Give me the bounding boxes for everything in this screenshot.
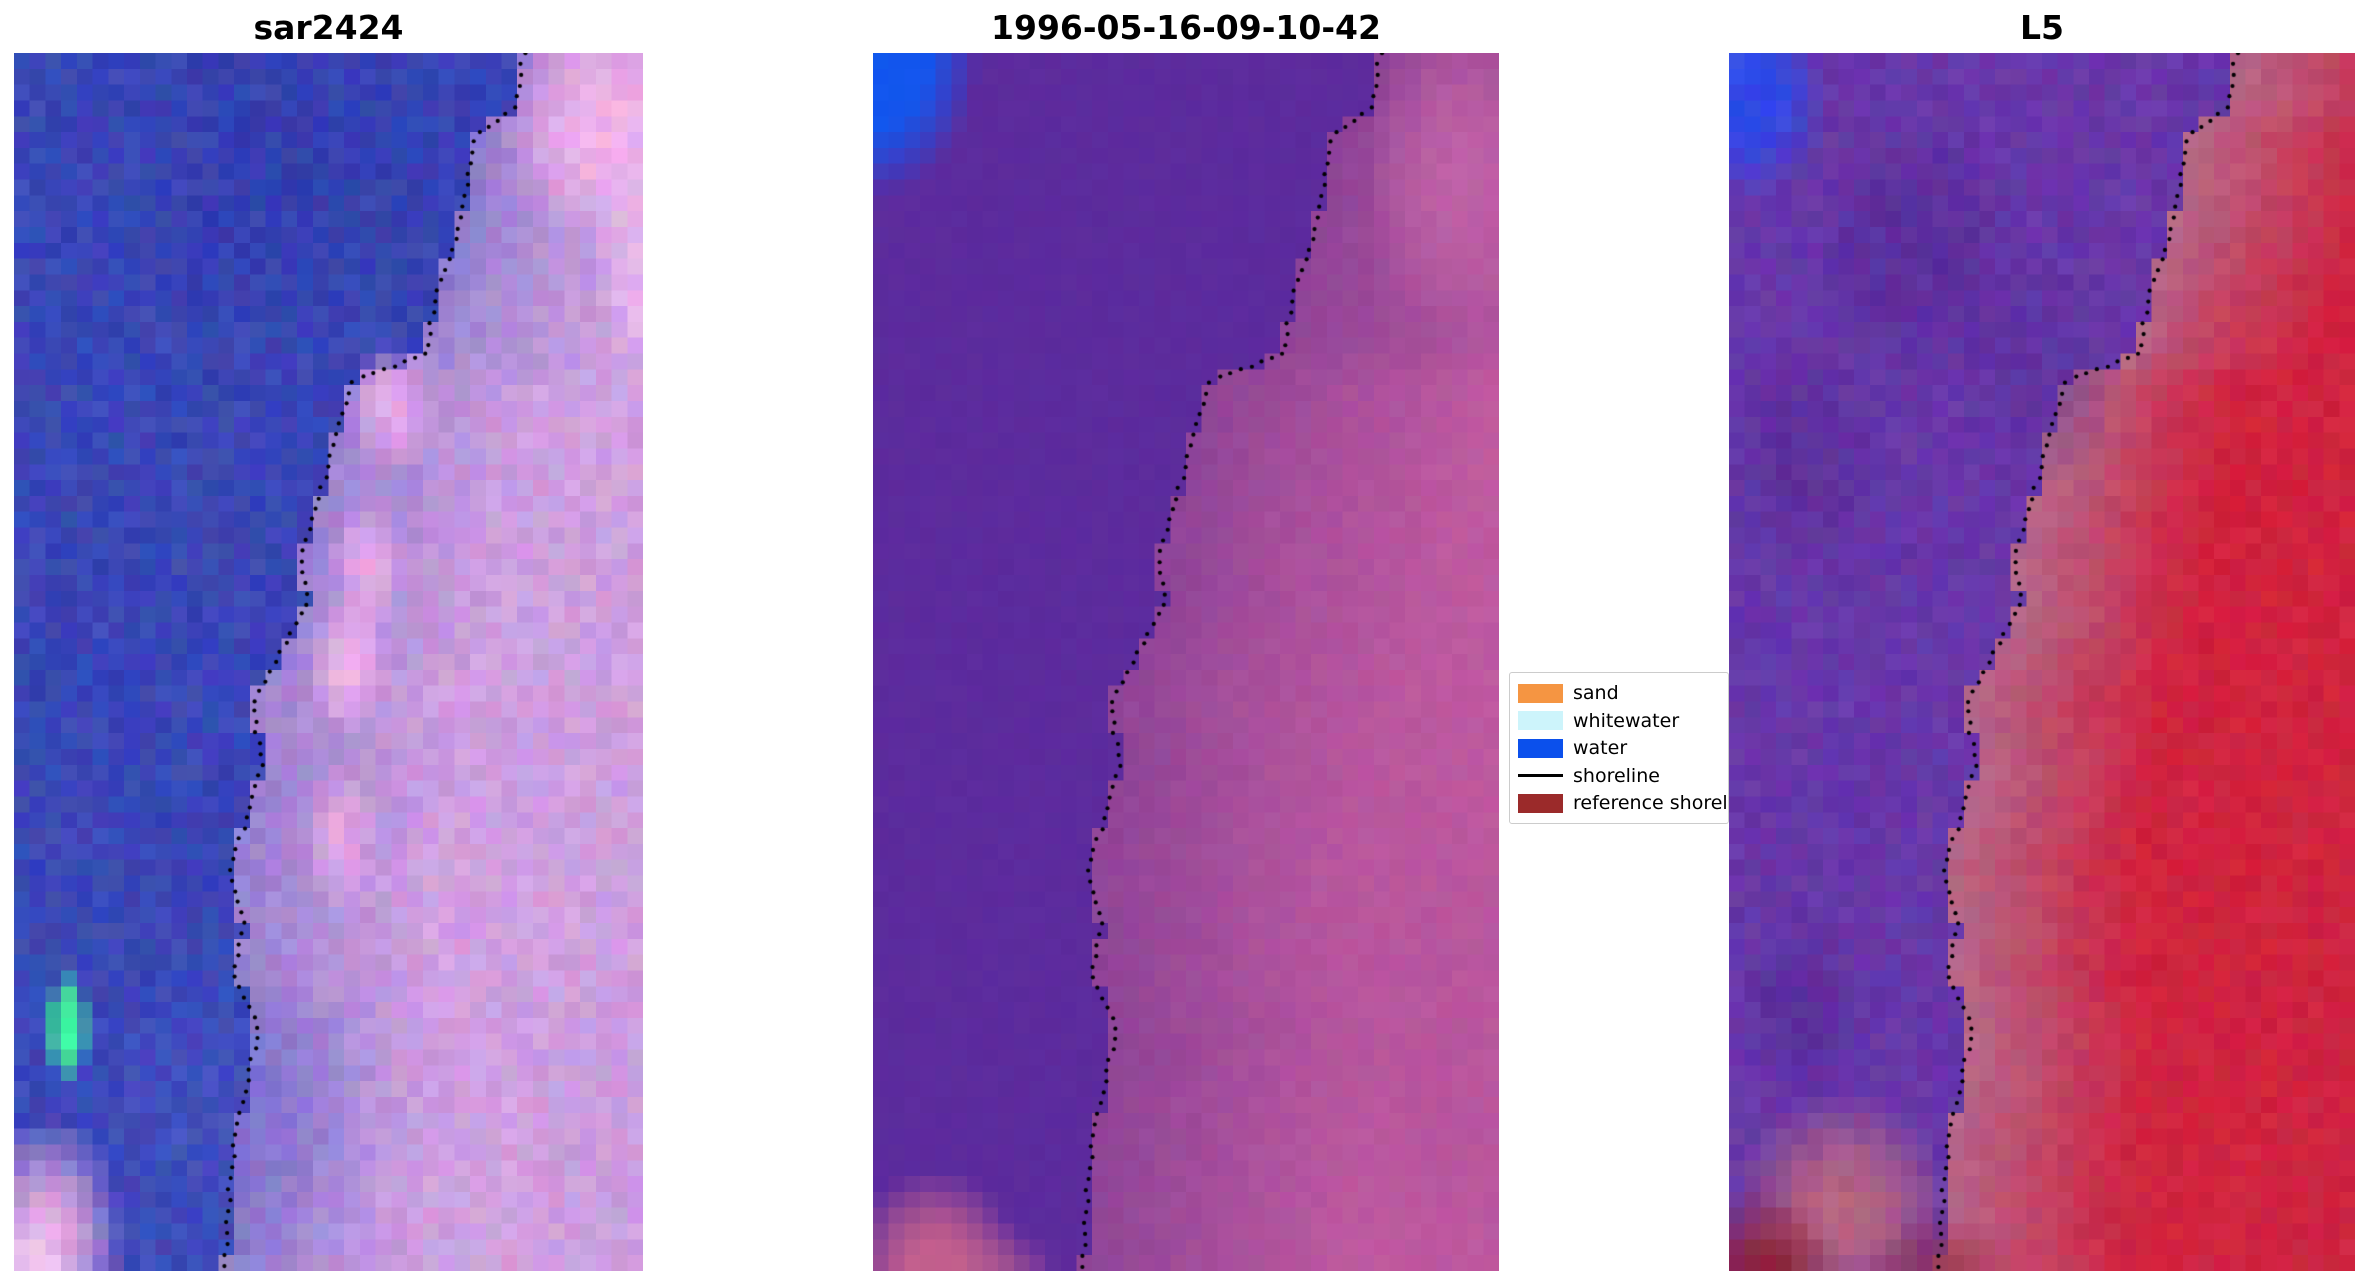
whitewater-swatch — [1518, 711, 1563, 730]
panel-title-l5: L5 — [2020, 8, 2064, 47]
shoreline-line-swatch — [1518, 774, 1563, 777]
legend-item-water: water — [1518, 735, 1728, 761]
panel-l5 — [1729, 53, 2355, 1271]
legend-label-whitewater: whitewater — [1573, 709, 1680, 732]
shoreline-overlay-canvas-sar — [14, 53, 643, 1271]
legend-label-water: water — [1573, 737, 1628, 759]
panel-classified-date — [873, 53, 1499, 1271]
panel-title-sar2424: sar2424 — [253, 8, 404, 47]
legend-item-shoreline: shoreline — [1518, 763, 1728, 789]
legend-label-sand: sand — [1573, 682, 1619, 704]
legend: sand whitewater water shoreline referenc… — [1509, 672, 1729, 824]
sand-swatch — [1518, 683, 1563, 703]
legend-label-reference-shoreline: reference shoreline — [1573, 792, 1728, 814]
legend-item-sand: sand — [1518, 680, 1728, 706]
reference-shoreline-swatch — [1518, 793, 1563, 813]
shoreline-overlay-canvas-date — [873, 53, 1499, 1271]
legend-label-shoreline: shoreline — [1573, 764, 1660, 787]
water-swatch — [1518, 738, 1563, 758]
panel-title-date: 1996-05-16-09-10-42 — [991, 8, 1381, 47]
legend-item-whitewater: whitewater — [1518, 708, 1728, 734]
panel-sar2424 — [14, 53, 643, 1271]
shoreline-overlay-canvas-l5 — [1729, 53, 2355, 1271]
legend-item-reference-shoreline: reference shoreline — [1518, 790, 1728, 816]
